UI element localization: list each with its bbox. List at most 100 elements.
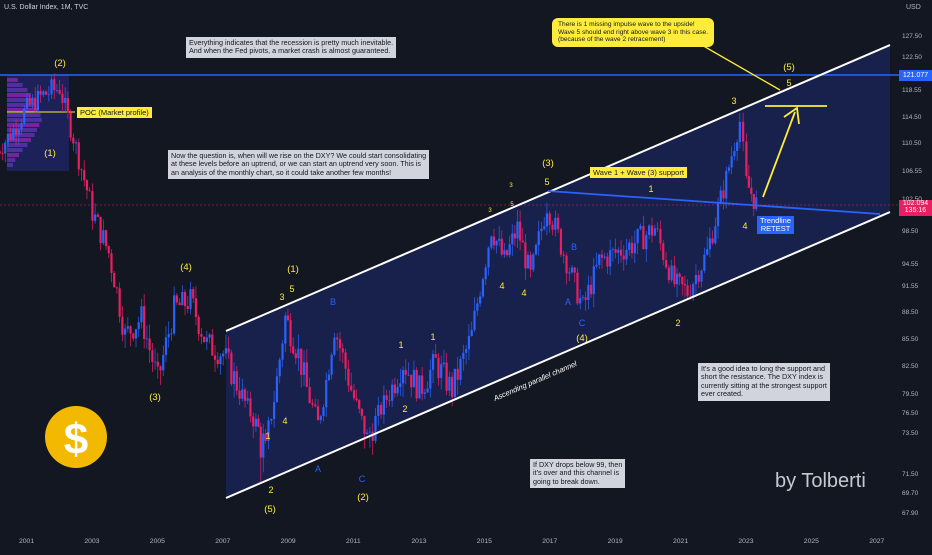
wave-label: 2: [268, 485, 273, 495]
profile-bar: [7, 83, 23, 87]
candle-body: [305, 362, 308, 387]
candle-body: [189, 289, 192, 309]
candle-body: [23, 108, 26, 124]
channel-upper-line[interactable]: [225, 44, 891, 332]
candle-body: [4, 142, 7, 154]
candle-body: [543, 226, 546, 229]
candle-body: [302, 362, 306, 375]
candle-body: [557, 217, 560, 230]
candle-body: [230, 352, 233, 385]
candle-body: [540, 228, 543, 232]
candle-body: [733, 150, 736, 157]
candle-body: [104, 230, 108, 247]
candle-body: [736, 142, 739, 151]
candle-body: [592, 266, 595, 295]
x-tick-label: 2017: [542, 538, 558, 545]
wave-support-trendline[interactable]: [547, 190, 881, 215]
candle-body: [487, 247, 490, 268]
wave-label: (1): [287, 264, 299, 275]
candle-body: [235, 371, 238, 391]
candle-body: [178, 302, 181, 306]
wave-label: A: [315, 464, 321, 474]
profile-bar: [7, 78, 18, 82]
candle-body: [636, 228, 639, 244]
candle-body: [673, 265, 676, 285]
candle-body: [167, 334, 170, 338]
channel-lower-line[interactable]: [225, 211, 891, 499]
candle-body: [548, 213, 551, 225]
candle-body: [151, 350, 154, 362]
candle-body: [219, 356, 222, 365]
candle-body: [459, 358, 462, 380]
candle-body: [227, 348, 230, 353]
candle-body: [222, 353, 225, 357]
candle-body: [110, 253, 113, 273]
x-tick-label: 2003: [84, 538, 100, 545]
candle-body: [565, 255, 568, 274]
wave-label: 4: [282, 416, 287, 426]
candle-body: [465, 349, 468, 353]
candle-body: [490, 236, 493, 248]
candle-body: [423, 392, 426, 394]
wave-label: (5): [783, 62, 795, 73]
candle-body: [159, 366, 162, 371]
candle-body: [431, 354, 435, 370]
candle-body: [284, 315, 287, 344]
candle-body: [241, 389, 244, 399]
candle-body: [183, 291, 187, 307]
candle-body: [124, 328, 127, 335]
candle-body: [200, 333, 203, 337]
candle-body: [66, 98, 69, 113]
candle-body: [132, 333, 135, 339]
candle-body: [47, 94, 50, 96]
candle-body: [617, 249, 620, 253]
wave-label: C: [579, 318, 586, 328]
candle-body: [69, 112, 72, 138]
candle-body: [297, 348, 300, 359]
candle-body: [6, 134, 10, 143]
x-tick-label: 2001: [19, 538, 35, 545]
x-tick-label: 2015: [476, 538, 492, 545]
candle-body: [58, 89, 61, 94]
candle-body: [448, 376, 451, 391]
candle-body: [322, 407, 325, 417]
note-recession: Everything indicates that the recession …: [186, 37, 397, 58]
x-tick-label: 2013: [411, 538, 427, 545]
candle-body: [495, 240, 498, 246]
y-tick-label: 69.70: [902, 490, 919, 497]
wave-label: 2: [675, 318, 680, 328]
candle-body: [418, 375, 421, 399]
candle-body: [0, 151, 1, 154]
candle-body: [50, 79, 53, 95]
candle-body: [568, 272, 571, 274]
wave-label: (4): [576, 333, 588, 344]
current-price-tag: 102.094 135:16: [899, 200, 932, 216]
candle-body: [628, 242, 631, 250]
candle-body: [532, 254, 535, 270]
wave-support-label: Wave 1 + Wave (3) support: [590, 167, 687, 178]
profile-bar: [7, 103, 36, 107]
candle-body: [579, 298, 582, 304]
wave-label: (1): [44, 148, 56, 159]
y-tick-label: 73.50: [902, 430, 919, 437]
candle-body: [576, 272, 579, 304]
candle-body: [371, 431, 374, 441]
candle-body: [379, 405, 383, 415]
candle-body: [619, 249, 623, 256]
candle-body: [118, 288, 121, 317]
candle-body: [107, 246, 110, 254]
candle-body: [656, 228, 659, 230]
wave-label: 4: [499, 281, 504, 291]
candle-body: [645, 234, 648, 250]
candle-body: [91, 191, 94, 221]
candle-body: [606, 256, 609, 267]
candle-body: [473, 310, 476, 331]
candle-body: [88, 190, 91, 192]
wave-label: (3): [542, 158, 554, 169]
candle-body: [143, 306, 146, 339]
candle-body: [350, 385, 353, 391]
candle-body: [559, 229, 563, 255]
candle-body: [738, 121, 741, 143]
candle-body: [524, 242, 527, 269]
